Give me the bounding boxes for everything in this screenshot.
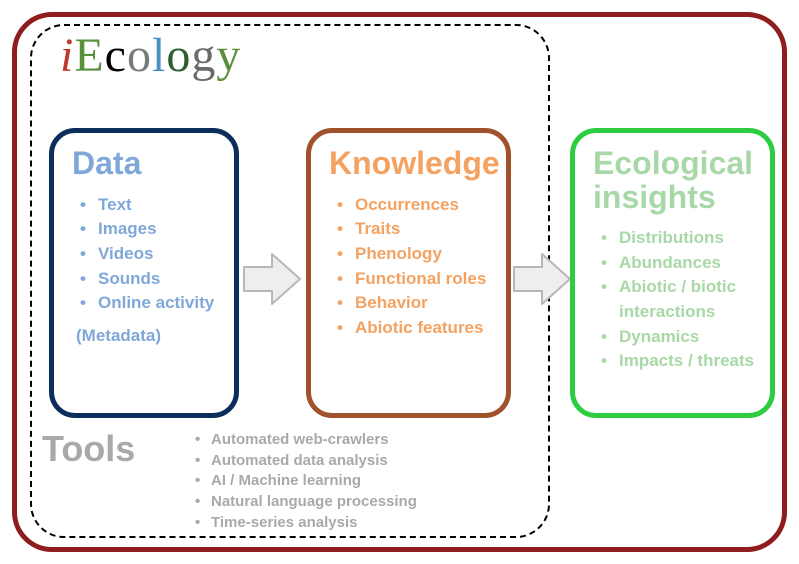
list-item: Natural language processing (195, 492, 417, 513)
list-item: Sounds (80, 267, 220, 292)
list-item: Phenology (337, 242, 492, 267)
list-item: Behavior (337, 291, 492, 316)
box-insights-title: Ecological insights (593, 147, 756, 214)
box-data-note: (Metadata) (72, 326, 220, 346)
box-data-list: Text Images Videos Sounds Online activit… (72, 193, 220, 316)
list-item: Time-series analysis (195, 513, 417, 534)
arrow-icon (242, 250, 302, 308)
list-item: Impacts / threats (601, 349, 756, 374)
logo-iEcology: iEcology (60, 28, 241, 83)
list-item: Traits (337, 217, 492, 242)
tools-list: Automated web-crawlers Automated data an… (195, 430, 417, 533)
box-knowledge: Knowledge Occurrences Traits Phenology F… (306, 128, 511, 418)
list-item: Automated web-crawlers (195, 430, 417, 451)
list-item: Occurrences (337, 193, 492, 218)
list-item: Text (80, 193, 220, 218)
list-item: Functional roles (337, 267, 492, 292)
box-insights: Ecological insights Distributions Abunda… (570, 128, 775, 418)
box-knowledge-title: Knowledge (329, 147, 492, 181)
list-item: Videos (80, 242, 220, 267)
box-data-title: Data (72, 147, 220, 181)
box-data: Data Text Images Videos Sounds Online ac… (49, 128, 239, 418)
box-knowledge-list: Occurrences Traits Phenology Functional … (329, 193, 492, 341)
arrow-icon (512, 250, 572, 308)
list-item: Abiotic features (337, 316, 492, 341)
list-item: Abiotic / biotic interactions (601, 275, 756, 324)
tools-label: Tools (42, 428, 135, 470)
list-item: Abundances (601, 251, 756, 276)
list-item: Distributions (601, 226, 756, 251)
list-item: Images (80, 217, 220, 242)
list-item: Dynamics (601, 325, 756, 350)
list-item: Online activity (80, 291, 220, 316)
box-insights-list: Distributions Abundances Abiotic / bioti… (593, 226, 756, 374)
list-item: Automated data analysis (195, 451, 417, 472)
list-item: AI / Machine learning (195, 471, 417, 492)
